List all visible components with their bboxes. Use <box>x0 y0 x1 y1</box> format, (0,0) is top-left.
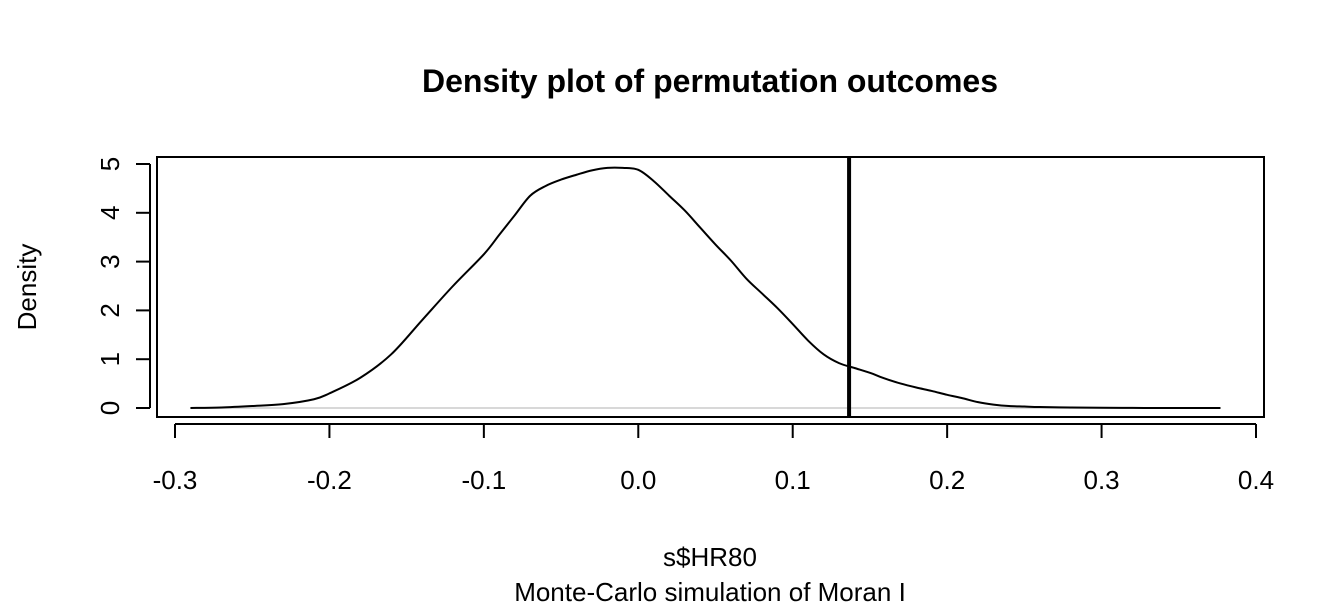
x-tick-label: 0.2 <box>929 465 965 495</box>
x-axis: -0.3 -0.2 -0.1 0.0 0.1 0.2 0.3 0.4 <box>153 423 1274 495</box>
chart-title: Density plot of permutation outcomes <box>422 63 998 99</box>
x-tick-label: -0.3 <box>153 465 198 495</box>
y-tick-label: 2 <box>95 303 125 317</box>
x-tick-label: -0.1 <box>461 465 506 495</box>
x-tick-label: -0.2 <box>307 465 352 495</box>
x-tick-label: 0.3 <box>1083 465 1119 495</box>
y-axis: 0 1 2 3 4 5 <box>95 157 151 415</box>
plot-frame <box>156 156 1265 418</box>
y-tick-label: 0 <box>95 401 125 415</box>
density-curve <box>190 166 1221 410</box>
x-tick-label: 0.0 <box>620 465 656 495</box>
y-axis-title: Density <box>12 244 42 331</box>
x-tick-label: 0.4 <box>1238 465 1274 495</box>
chart-subtitle: Monte-Carlo simulation of Moran I <box>514 577 906 607</box>
x-axis-title: s$HR80 <box>663 542 757 572</box>
y-tick-label: 3 <box>95 254 125 268</box>
y-tick-label: 1 <box>95 352 125 366</box>
x-tick-label: 0.1 <box>775 465 811 495</box>
y-tick-label: 5 <box>95 157 125 171</box>
y-tick-label: 4 <box>95 206 125 220</box>
